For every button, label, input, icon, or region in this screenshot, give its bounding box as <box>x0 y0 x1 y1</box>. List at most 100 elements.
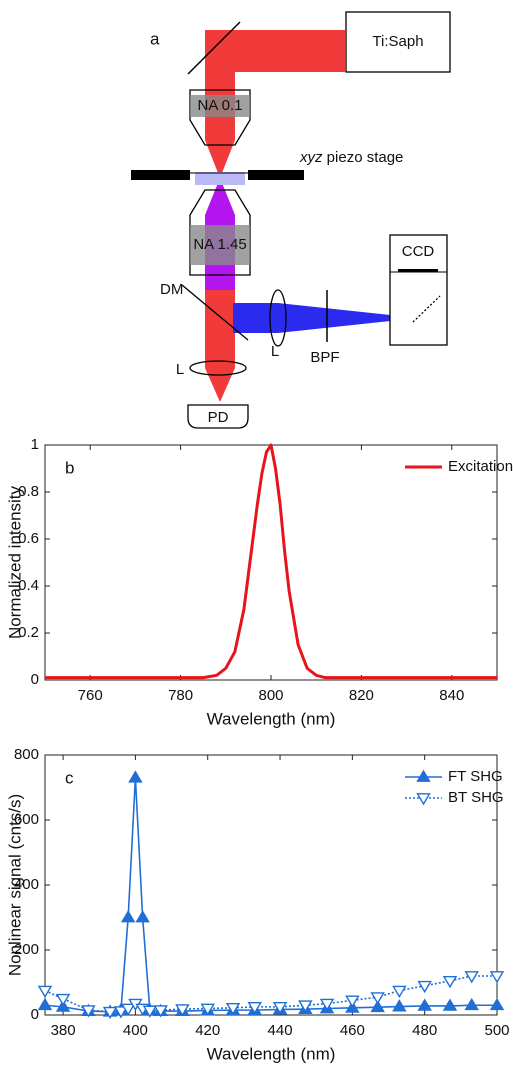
x-axis-label: Wavelength (nm) <box>207 1044 336 1063</box>
x-tick-label: 760 <box>78 687 103 704</box>
marker <box>370 992 385 1005</box>
marker <box>464 971 479 984</box>
marker <box>272 1001 288 1015</box>
marker <box>442 998 458 1011</box>
detector-label: PD <box>208 409 229 426</box>
marker <box>200 1003 215 1016</box>
objective-label: NA 0.1 <box>197 97 242 114</box>
marker <box>120 1003 136 1016</box>
y-tick-label: 1 <box>31 436 39 453</box>
x-tick-label: 800 <box>258 687 283 704</box>
x-tick-label: 480 <box>412 1022 437 1039</box>
chart: 0 0.2 0.4 0.6 0.8 1 760 780 800 820 840 Wavelength … <box>5 436 513 729</box>
x-tick-label: 420 <box>195 1022 220 1039</box>
y-tick-label: 600 <box>14 811 39 828</box>
marker <box>175 1004 190 1017</box>
dichroic-label: DM <box>160 281 183 298</box>
marker <box>37 997 53 1011</box>
plot-frame <box>44 444 498 681</box>
legend-label: Excitation <box>448 458 513 475</box>
y-tick-label: 800 <box>14 746 39 763</box>
y-tick-label: 0 <box>31 671 39 688</box>
marker <box>345 995 360 1008</box>
sample <box>195 172 245 185</box>
marker <box>37 985 53 999</box>
marker <box>225 1002 241 1016</box>
laser-box <box>345 11 451 73</box>
marker <box>298 1000 313 1013</box>
objective-label: NA 1.45 <box>193 236 246 253</box>
x-tick-label: 440 <box>268 1022 293 1039</box>
x-tick-label: 840 <box>439 687 464 704</box>
marker <box>417 980 432 994</box>
stage <box>131 170 190 180</box>
y-tick-label: 0.8 <box>18 483 39 500</box>
marker <box>113 1006 129 1019</box>
x-axis-label: Wavelength (nm) <box>207 709 336 728</box>
marker <box>370 999 385 1013</box>
y-tick-label: 0.4 <box>18 577 39 594</box>
y-tick-label: 0.2 <box>18 624 39 641</box>
stage <box>248 170 304 180</box>
objective <box>189 189 251 276</box>
camera-sensor <box>398 269 438 272</box>
panel-label: b <box>65 458 74 477</box>
marker <box>464 997 479 1011</box>
stage-text: piezo stage <box>327 149 404 166</box>
y-tick-label: 200 <box>14 941 39 958</box>
marker <box>416 769 431 782</box>
camera-label: CCD <box>402 243 435 260</box>
lens <box>189 360 247 376</box>
legend-label: BT SHG <box>448 789 504 806</box>
marker <box>489 971 505 984</box>
y-tick-label: 0.6 <box>18 530 39 547</box>
marker <box>392 999 407 1012</box>
lens-label: L <box>176 361 184 378</box>
mirror <box>187 21 241 75</box>
marker <box>319 998 335 1012</box>
marker <box>142 1005 158 1018</box>
objective <box>189 89 251 146</box>
objective-band <box>190 225 250 265</box>
dichroic <box>181 284 249 341</box>
x-tick-label: 820 <box>349 687 374 704</box>
y-tick-label: 0 <box>31 1006 39 1023</box>
marker <box>489 997 505 1011</box>
panel-label: c <box>65 768 74 787</box>
x-tick-label: 400 <box>123 1022 148 1039</box>
marker <box>392 985 407 999</box>
legend-label: FT SHG <box>448 768 503 785</box>
marker <box>417 998 432 1011</box>
marker <box>81 1005 96 1018</box>
laser-label: Ti:Saph <box>372 33 423 50</box>
x-tick-label: 500 <box>484 1022 509 1039</box>
marker <box>102 1006 118 1020</box>
marker <box>128 770 143 783</box>
marker <box>153 1005 168 1018</box>
objective-band <box>190 95 250 117</box>
y-axis-label: Normalized intensity <box>5 485 24 639</box>
detector <box>187 404 249 429</box>
marker <box>442 975 458 989</box>
marker <box>247 1001 262 1015</box>
laser-beam <box>205 290 235 402</box>
lens-label: L <box>271 343 279 360</box>
x-tick-label: 380 <box>51 1022 76 1039</box>
filter-label: BPF <box>310 349 339 366</box>
shg-beam <box>233 303 418 333</box>
setup-diagram: Ti:Saph NA 0.1 xyz piezo stage NA 1.45 D… <box>131 11 451 429</box>
marker <box>55 993 71 1007</box>
marker <box>416 793 431 806</box>
camera-box <box>389 234 448 346</box>
stage-axes: xyz <box>299 149 323 166</box>
y-tick-label: 400 <box>14 876 39 893</box>
marker <box>120 910 136 923</box>
series-line <box>45 443 497 680</box>
panel-label: a <box>150 29 160 48</box>
x-tick-label: 460 <box>340 1022 365 1039</box>
stage-label: xyz piezo stage <box>299 149 403 166</box>
lens <box>269 289 287 347</box>
marker <box>135 910 150 923</box>
